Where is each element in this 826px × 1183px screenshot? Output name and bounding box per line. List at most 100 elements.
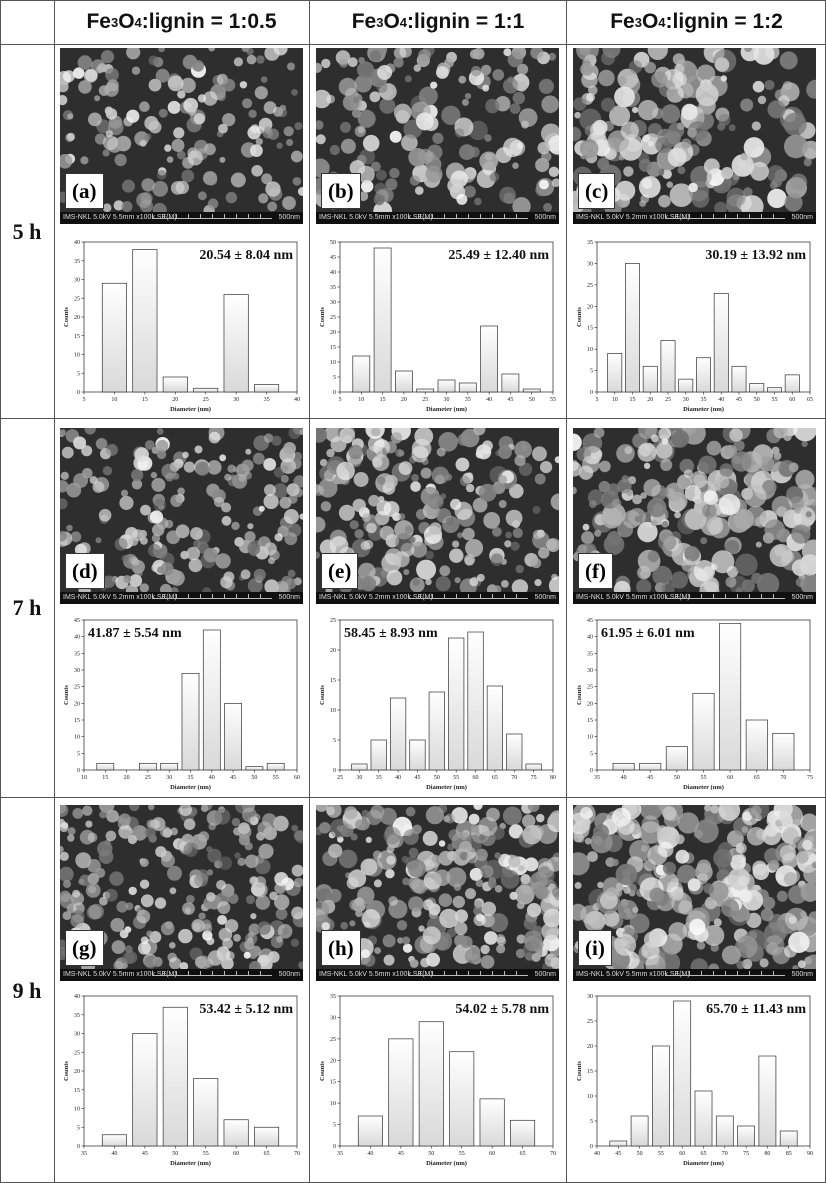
particle — [784, 134, 808, 159]
x-tick-label: 60 — [233, 1151, 239, 1157]
y-axis-label: Counts — [576, 685, 583, 705]
sem-image-f: (f) IMS-NKL 5.0kV 5.5mm x100k SE(M) 500nm — [573, 428, 816, 604]
particle — [116, 901, 128, 913]
histogram-bar — [510, 1119, 536, 1147]
particle — [221, 515, 232, 526]
particle — [718, 493, 741, 516]
particle — [228, 893, 239, 904]
particle — [149, 510, 164, 524]
particle — [105, 830, 117, 842]
particle — [731, 451, 752, 472]
plot-frame — [339, 995, 554, 1147]
particle — [224, 473, 232, 481]
sem-texture — [316, 805, 559, 969]
particle — [328, 843, 343, 858]
histogram-bar — [458, 382, 477, 393]
x-tick-label: 45 — [142, 1151, 148, 1157]
particle — [751, 572, 763, 584]
particle — [662, 806, 677, 821]
particle — [721, 167, 734, 180]
x-tick-label: 55 — [453, 775, 459, 781]
particle — [354, 819, 366, 830]
particle — [164, 144, 172, 152]
histogram-bar — [266, 762, 285, 771]
y-tick-label: 25 — [74, 685, 80, 691]
particle — [473, 805, 483, 810]
particle — [438, 893, 453, 907]
particle — [255, 138, 263, 146]
particle — [753, 48, 775, 65]
particle — [242, 807, 257, 823]
y-tick-label: 25 — [587, 685, 593, 691]
particle — [516, 934, 526, 944]
y-tick-label: 15 — [587, 718, 593, 724]
particle — [449, 548, 464, 563]
particle — [217, 901, 231, 915]
particle — [783, 872, 798, 886]
x-tick-label: 60 — [727, 775, 733, 781]
particle — [639, 821, 662, 844]
sem-image-a: (a) IMS-NKL 5.0kV 5.5mm x100k SE(M) 500nm — [60, 48, 303, 224]
sem-scale: 500nm — [278, 594, 300, 601]
y-tick-label: 20 — [74, 315, 80, 321]
particle — [773, 451, 782, 460]
particle — [181, 169, 195, 183]
particle — [582, 433, 603, 453]
histogram-bar — [715, 1115, 734, 1147]
x-tick-label: 15 — [630, 397, 636, 403]
particle — [615, 810, 622, 818]
histogram-bar — [351, 763, 368, 771]
particle — [227, 464, 236, 473]
particle — [523, 917, 537, 930]
particle — [574, 882, 582, 889]
y-tick-label: 45 — [330, 255, 336, 261]
particle — [221, 502, 232, 513]
particle — [672, 53, 685, 66]
x-tick-label: 5 — [596, 397, 599, 403]
particle — [102, 135, 118, 151]
particle — [239, 81, 248, 89]
particle — [658, 428, 672, 440]
particle-cluster — [573, 48, 816, 212]
particle — [594, 529, 602, 537]
particle — [624, 446, 633, 455]
x-tick-label: 55 — [203, 1151, 209, 1157]
particle — [131, 479, 143, 490]
particle — [155, 846, 167, 858]
y-tick-label: 40 — [74, 994, 80, 1000]
particle — [166, 530, 181, 545]
particle — [321, 922, 330, 931]
particle — [584, 837, 592, 845]
particle — [264, 484, 276, 496]
sem-info: IMS-NKL 5.0kV 5.5mm x100k SE(M) — [576, 594, 690, 601]
particle — [492, 69, 505, 81]
particle — [512, 527, 523, 539]
particle — [739, 889, 752, 903]
histogram-bar — [139, 762, 157, 771]
sem-info-bar: IMS-NKL 5.0kV 5.5mm x100k SE(M) 500nm — [573, 592, 816, 604]
particle — [791, 524, 811, 544]
particle — [118, 813, 131, 826]
header-fe: Fe — [86, 10, 111, 33]
particle — [134, 447, 149, 462]
particle — [474, 197, 482, 206]
particle — [573, 486, 577, 495]
particle — [615, 863, 638, 886]
particle — [344, 806, 358, 820]
particle — [253, 568, 266, 581]
particle — [361, 576, 377, 592]
particle — [644, 61, 656, 74]
y-axis-label: Counts — [63, 685, 70, 705]
particle — [438, 850, 454, 866]
particle — [485, 98, 500, 114]
sem-texture — [60, 805, 303, 969]
particle — [792, 965, 799, 969]
particle — [638, 176, 661, 198]
particle — [97, 63, 107, 73]
particle — [447, 178, 463, 194]
particle — [102, 203, 112, 212]
column-header-1-0.5: Fe 3 O 4:lignin = 1:0.5 — [54, 0, 309, 44]
particle — [272, 483, 288, 499]
sem-scale-ticks — [665, 971, 785, 976]
particle — [658, 169, 665, 176]
